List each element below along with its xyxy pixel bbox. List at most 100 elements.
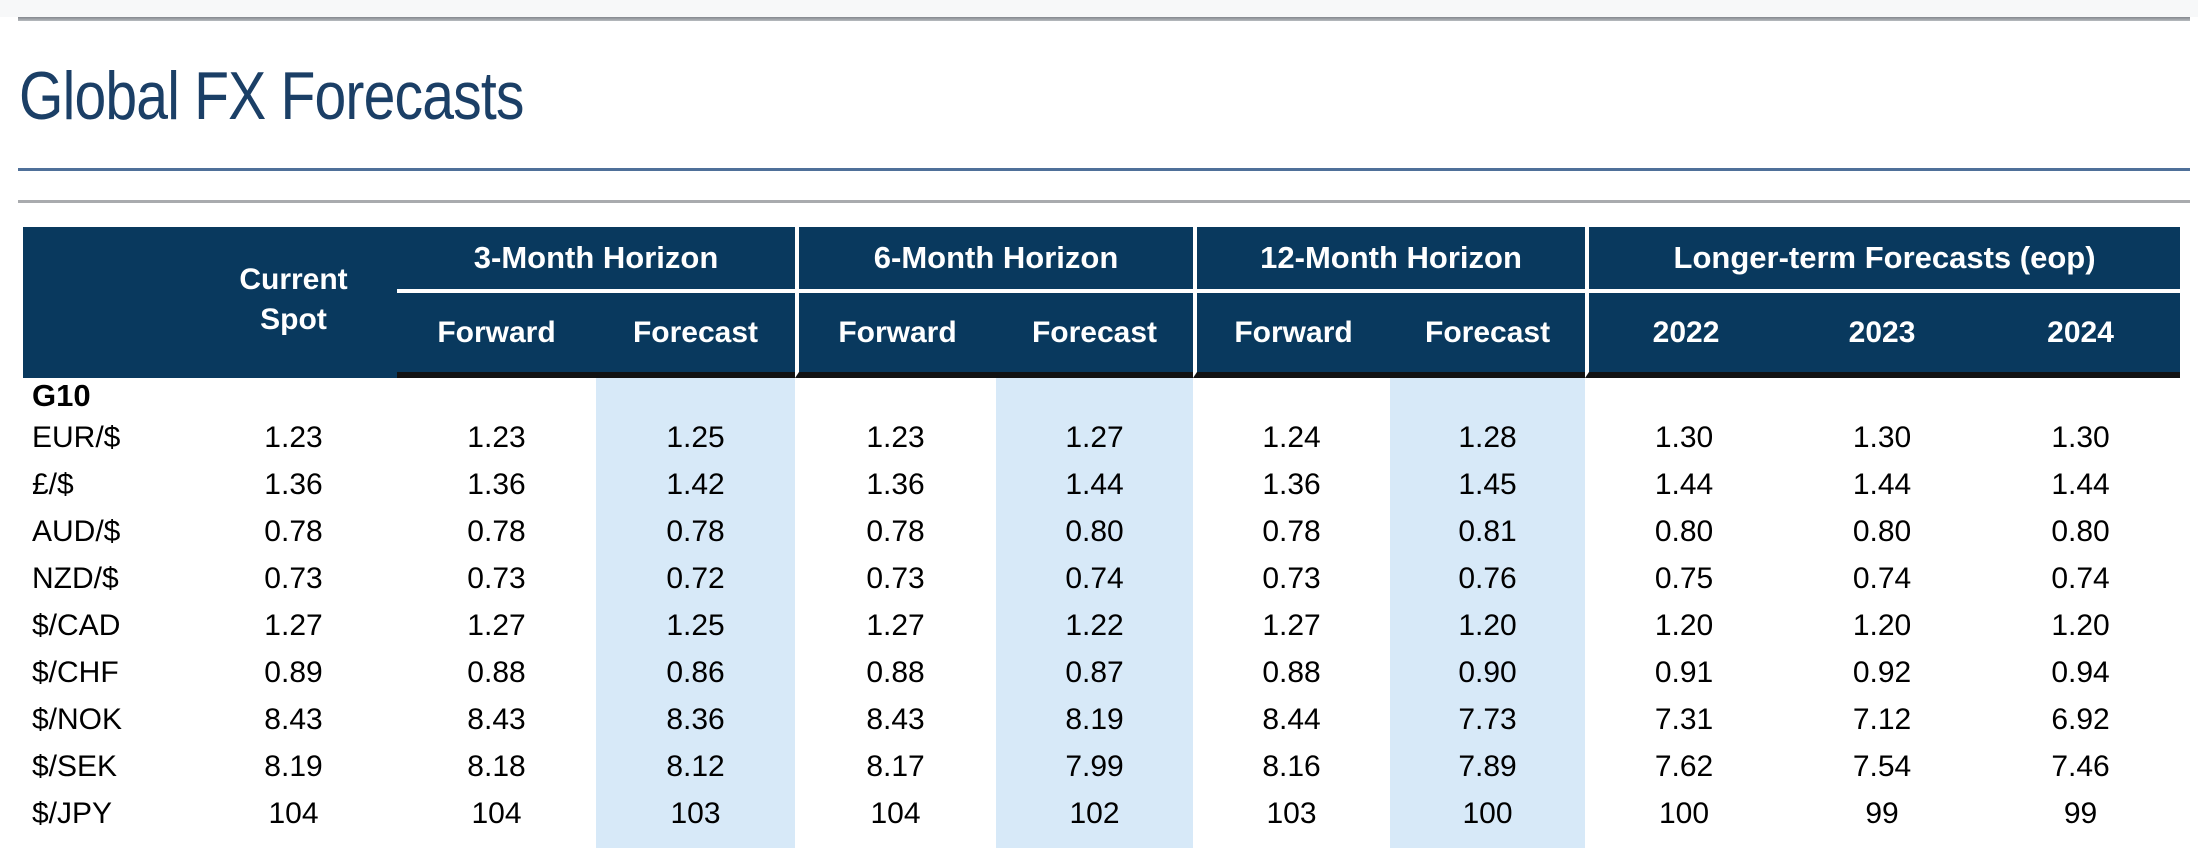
table-row: EUR/$ 1.23 1.23 1.25 1.23 1.27 1.24 1.28… bbox=[23, 414, 2180, 461]
cell-3m-forward: 0.73 bbox=[467, 561, 526, 595]
table-row: $/NOK 8.43 8.43 8.36 8.43 8.19 8.44 7.73… bbox=[23, 696, 2180, 743]
cell-empty bbox=[190, 378, 397, 414]
cell-2024: 99 bbox=[2063, 796, 2098, 830]
currency-pair-label: £/$ bbox=[32, 467, 74, 501]
cell-empty bbox=[397, 837, 596, 848]
cell-6m-forward: 1.27 bbox=[866, 608, 925, 642]
cell-current-spot: 104 bbox=[268, 796, 319, 830]
cell-empty bbox=[1585, 837, 1783, 848]
cell-current-spot: 8.43 bbox=[264, 702, 323, 736]
cell-6m-forecast: 0.74 bbox=[996, 555, 1194, 602]
cell-6m-forward: 0.78 bbox=[866, 514, 925, 548]
table-header: Current Spot 3-Month Horizon 6-Month Hor… bbox=[23, 227, 2181, 378]
cell-3m-forward: 104 bbox=[471, 796, 522, 830]
cell-2024: 6.92 bbox=[2051, 702, 2110, 736]
current-spot-line2: Spot bbox=[260, 302, 327, 336]
cell-current-spot: 1.23 bbox=[264, 420, 323, 454]
cell-6m-forecast: 102 bbox=[996, 790, 1194, 837]
cell-3m-forward: 0.88 bbox=[467, 655, 526, 689]
subcolumn-12m-forward: Forward bbox=[1193, 293, 1391, 378]
table-row: $/CAD 1.27 1.27 1.25 1.27 1.22 1.27 1.20… bbox=[23, 602, 2180, 649]
cell-3m-forecast: 0.86 bbox=[596, 649, 796, 696]
currency-pair-label: $/SEK bbox=[32, 749, 118, 783]
subcolumn-2023: 2023 bbox=[1783, 293, 1982, 378]
table-body: G10 EUR/$ 1.23 1.23 1.25 1.23 1.27 1.24 … bbox=[23, 378, 2180, 848]
section-row-g10: G10 bbox=[23, 378, 2180, 414]
cell-empty-highlight bbox=[996, 837, 1194, 848]
table-row: AUD/$ 0.78 0.78 0.78 0.78 0.80 0.78 0.81… bbox=[23, 508, 2180, 555]
cell-6m-forecast: 1.22 bbox=[996, 602, 1194, 649]
cell-6m-forecast: 0.80 bbox=[996, 508, 1194, 555]
cell-6m-forecast: 0.87 bbox=[996, 649, 1194, 696]
cell-current-spot: 0.73 bbox=[264, 561, 323, 595]
top-band bbox=[0, 0, 2198, 17]
cell-6m-forecast: 7.99 bbox=[996, 743, 1194, 790]
current-spot-line1: Current bbox=[239, 262, 348, 296]
currency-pair-label: $/JPY bbox=[32, 796, 113, 830]
cell-empty bbox=[1981, 837, 2180, 848]
cell-12m-forecast: 1.20 bbox=[1390, 602, 1586, 649]
cell-empty bbox=[1585, 378, 1783, 414]
cell-12m-forward: 1.27 bbox=[1262, 608, 1321, 642]
fx-forecasts-table: Current Spot 3-Month Horizon 6-Month Hor… bbox=[23, 227, 2181, 848]
cell-3m-forecast: 8.36 bbox=[596, 696, 796, 743]
cell-6m-forward: 1.23 bbox=[866, 420, 925, 454]
subcolumn-3m-forward: Forward bbox=[397, 293, 596, 378]
cell-12m-forward: 0.73 bbox=[1262, 561, 1321, 595]
cell-6m-forward: 0.88 bbox=[866, 655, 925, 689]
cell-2022: 0.80 bbox=[1654, 514, 1714, 548]
header-group-row: Current Spot 3-Month Horizon 6-Month Hor… bbox=[23, 227, 2181, 378]
cell-2022: 1.30 bbox=[1654, 420, 1714, 454]
column-group-12-month: 12-Month Horizon bbox=[1193, 227, 1586, 293]
cell-12m-forecast: 100 bbox=[1390, 790, 1586, 837]
currency-pair-label: NZD/$ bbox=[32, 561, 119, 595]
cell-6m-forward: 104 bbox=[870, 796, 921, 830]
cell-current-spot: 8.19 bbox=[264, 749, 323, 783]
cell-empty-highlight bbox=[596, 837, 796, 848]
cell-12m-forecast: 1.28 bbox=[1390, 414, 1586, 461]
subcolumn-2022: 2022 bbox=[1585, 293, 1784, 378]
cell-empty bbox=[1193, 837, 1390, 848]
cell-12m-forecast: 0.81 bbox=[1390, 508, 1586, 555]
cell-empty bbox=[1783, 837, 1981, 848]
table-row: NZD/$ 0.73 0.73 0.72 0.73 0.74 0.73 0.76… bbox=[23, 555, 2180, 602]
cell-empty bbox=[795, 378, 996, 414]
cell-6m-forward: 8.43 bbox=[866, 702, 925, 736]
table-row: $/CHF 0.89 0.88 0.86 0.88 0.87 0.88 0.90… bbox=[23, 649, 2180, 696]
currency-pair-label: AUD/$ bbox=[32, 514, 121, 548]
cell-3m-forward: 1.23 bbox=[467, 420, 526, 454]
cell-2022: 0.75 bbox=[1654, 561, 1714, 595]
cell-3m-forward: 8.18 bbox=[467, 749, 526, 783]
cell-2023: 1.20 bbox=[1852, 608, 1912, 642]
cell-6m-forecast: 1.27 bbox=[996, 414, 1194, 461]
title-underline-blue bbox=[18, 168, 2190, 171]
cell-3m-forecast: 1.25 bbox=[596, 414, 796, 461]
cell-2023: 0.92 bbox=[1852, 655, 1912, 689]
currency-pair-label: $/CAD bbox=[32, 608, 121, 642]
header-subcolumn-row: Forward Forecast Forward Forecast Forwar… bbox=[23, 293, 2181, 378]
current-spot-header: Current Spot bbox=[190, 227, 397, 378]
cell-3m-forecast: 0.78 bbox=[596, 508, 796, 555]
clipped-filler-row bbox=[23, 837, 2180, 848]
cell-2022: 7.31 bbox=[1654, 702, 1714, 736]
cell-2023: 1.44 bbox=[1852, 467, 1912, 501]
cell-empty-highlight bbox=[596, 378, 796, 414]
cell-2024: 0.94 bbox=[2051, 655, 2110, 689]
cell-empty bbox=[795, 837, 996, 848]
column-group-3-month: 3-Month Horizon bbox=[397, 227, 796, 293]
cell-2022: 0.91 bbox=[1654, 655, 1714, 689]
column-group-longer-term: Longer-term Forecasts (eop) bbox=[1585, 227, 2181, 293]
cell-2023: 0.74 bbox=[1852, 561, 1912, 595]
column-group-6-month: 6-Month Horizon bbox=[795, 227, 1194, 293]
cell-3m-forward: 1.36 bbox=[467, 467, 526, 501]
cell-12m-forecast: 0.76 bbox=[1390, 555, 1586, 602]
cell-empty bbox=[397, 378, 596, 414]
cell-12m-forecast: 7.73 bbox=[1390, 696, 1586, 743]
cell-12m-forward: 8.16 bbox=[1262, 749, 1321, 783]
cell-3m-forecast: 1.25 bbox=[596, 602, 796, 649]
cell-empty bbox=[1981, 378, 2180, 414]
cell-12m-forecast: 0.90 bbox=[1390, 649, 1586, 696]
cell-current-spot: 0.78 bbox=[264, 514, 323, 548]
table-row: $/JPY 104 104 103 104 102 103 100 100 99… bbox=[23, 790, 2180, 837]
